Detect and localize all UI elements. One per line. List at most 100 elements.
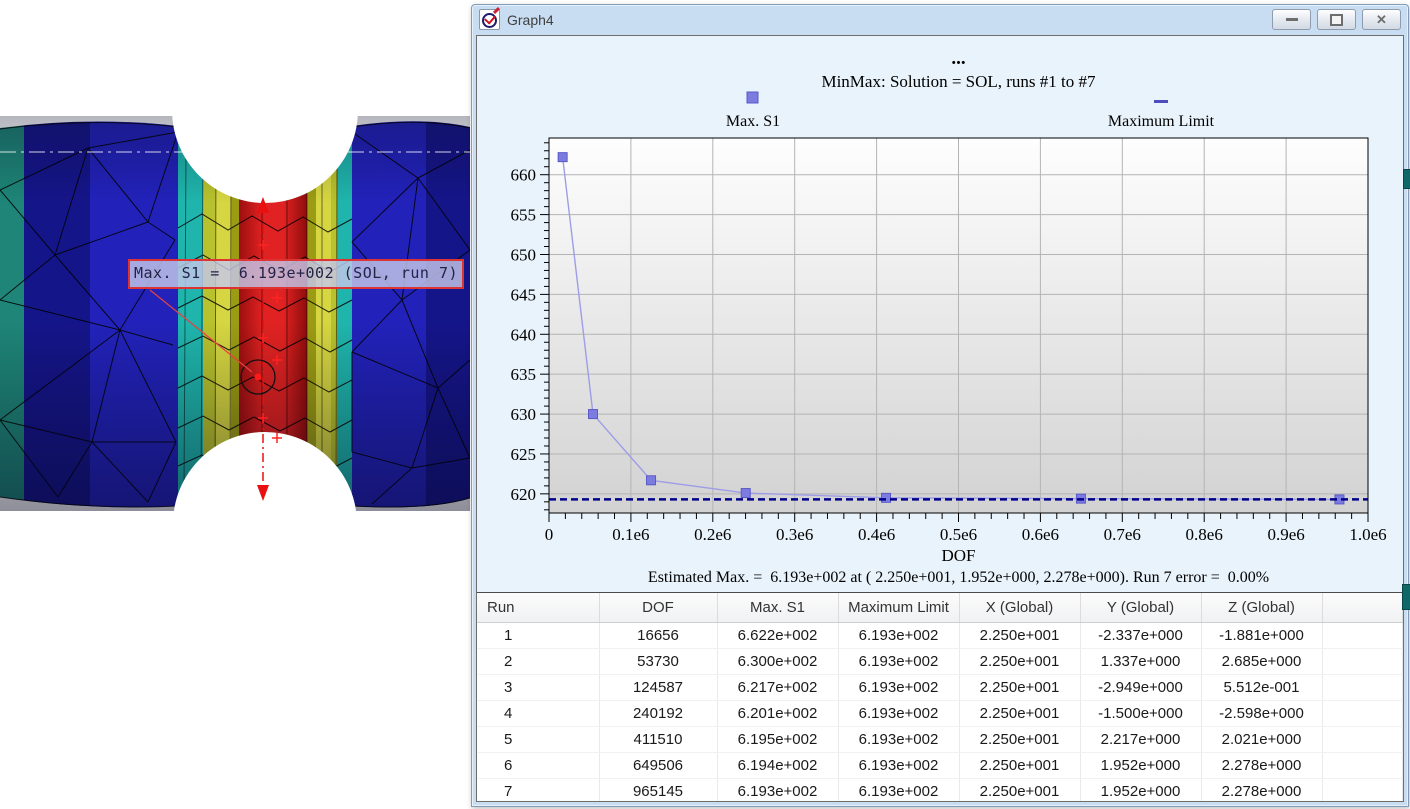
cell: 6.193e+002 <box>838 674 960 701</box>
runs-table: Run DOF Max. S1 Maximum Limit X (Global) Y (G… <box>477 593 1403 801</box>
cell: 6 <box>477 752 600 779</box>
table-row[interactable]: 2 53730 6.300e+002 6.193e+002 2.250e+001 1.33… <box>477 648 1403 675</box>
title-bar[interactable]: Graph4 ✕ <box>472 5 1408 34</box>
minmax-chart: 0 0.1e6 0.2e6 0.3e6 0.4e6 0.5e6 0.6e6 0.7e6 0.8e… <box>511 48 1387 586</box>
table-row[interactable]: 1 16656 6.622e+002 6.193e+002 2.250e+001 -2.3… <box>477 622 1403 649</box>
background-window-fragment <box>1403 169 1410 189</box>
y-axis-tick-label: 640 <box>511 325 537 344</box>
legend-marker-max-s1 <box>746 91 759 104</box>
cell: 1.952e+000 <box>1080 778 1202 801</box>
cell: 2.217e+000 <box>1080 726 1202 753</box>
data-point-marker <box>557 152 568 163</box>
window-title: Graph4 <box>507 11 554 28</box>
close-button[interactable]: ✕ <box>1362 9 1401 30</box>
window-content: 0 0.1e6 0.2e6 0.3e6 0.4e6 0.5e6 0.6e6 0.7e6 0.8e… <box>476 35 1404 802</box>
cell <box>1322 648 1403 675</box>
runs-table-container: Run DOF Max. S1 Maximum Limit X (Global) Y (G… <box>477 592 1403 801</box>
column-header-dof: DOF <box>599 593 718 623</box>
close-icon: ✕ <box>1376 12 1387 27</box>
x-axis-tick-label: 0.9e6 <box>1267 525 1304 544</box>
cell: -2.337e+000 <box>1080 622 1202 649</box>
cell: 5.512e-001 <box>1201 674 1323 701</box>
legend-marker-maximum-limit <box>1154 100 1168 103</box>
cell: 2.250e+001 <box>959 674 1081 701</box>
cell: 1 <box>477 622 600 649</box>
x-axis-tick-label: 0 <box>545 525 554 544</box>
cell: 965145 <box>599 778 718 801</box>
max-annotation-label: Max. S1 = 6.193e+002 (SOL, run 7) <box>128 259 464 289</box>
cell: 6.193e+002 <box>838 700 960 727</box>
cell: 2.685e+000 <box>1201 648 1323 675</box>
cell: 16656 <box>599 622 718 649</box>
cell: 7 <box>477 778 600 801</box>
cell: 53730 <box>599 648 718 675</box>
cell <box>1322 778 1403 801</box>
fea-viewport: Max. S1 = 6.193e+002 (SOL, run 7) <box>0 0 470 809</box>
y-axis-tick-label: 630 <box>511 405 537 424</box>
cell: 6.193e+002 <box>838 726 960 753</box>
cell: 4 <box>477 700 600 727</box>
table-row[interactable]: 6 649506 6.194e+002 6.193e+002 2.250e+001 1.9… <box>477 752 1403 779</box>
x-axis-tick-label: 0.5e6 <box>940 525 977 544</box>
cell: 2.250e+001 <box>959 726 1081 753</box>
cell: 6.193e+002 <box>838 622 960 649</box>
x-axis-tick-label: 0.4e6 <box>858 525 895 544</box>
minimize-button[interactable] <box>1272 9 1311 30</box>
table-row[interactable]: 7 965145 6.193e+002 6.193e+002 2.250e+001 1.9… <box>477 778 1403 801</box>
cell: -1.500e+000 <box>1080 700 1202 727</box>
chart-footer: Estimated Max. = 6.193e+002 at ( 2.250e+… <box>648 569 1269 586</box>
cell: 6.622e+002 <box>717 622 839 649</box>
x-axis-tick-label: 0.8e6 <box>1186 525 1223 544</box>
max-location-marker <box>149 197 282 501</box>
x-axis-label: DOF <box>941 546 975 565</box>
data-point-marker <box>881 492 892 503</box>
table-row[interactable]: 4 240192 6.201e+002 6.193e+002 2.250e+001 -1.… <box>477 700 1403 727</box>
column-header-maximum-limit: Maximum Limit <box>838 593 960 623</box>
y-axis-tick-label: 650 <box>511 245 537 264</box>
cell: 6.193e+002 <box>717 778 839 801</box>
cell: 2.250e+001 <box>959 778 1081 801</box>
cell: 2.278e+000 <box>1201 778 1323 801</box>
cell: 411510 <box>599 726 718 753</box>
column-header-x-global-: X (Global) <box>959 593 1081 623</box>
fea-model <box>0 17 470 616</box>
cell: 2.250e+001 <box>959 622 1081 649</box>
chart-overtitle: ... <box>951 48 965 69</box>
x-axis-tick-label: 0.7e6 <box>1104 525 1141 544</box>
column-header-empty <box>1322 593 1403 623</box>
x-axis-tick-label: 0.6e6 <box>1022 525 1059 544</box>
x-axis-tick-label: 1.0e6 <box>1349 525 1386 544</box>
data-point-marker <box>740 488 751 499</box>
data-point-marker <box>588 409 599 420</box>
cell: 1.952e+000 <box>1080 752 1202 779</box>
restore-button[interactable] <box>1317 9 1356 30</box>
cell: -1.881e+000 <box>1201 622 1323 649</box>
cell <box>1322 752 1403 779</box>
y-axis-tick-label: 625 <box>511 445 537 464</box>
column-header-z-global-: Z (Global) <box>1201 593 1323 623</box>
cell: 2 <box>477 648 600 675</box>
chart-app-icon[interactable] <box>479 6 501 30</box>
background-window-fragment <box>1402 584 1410 610</box>
x-axis-tick-label: 0.1e6 <box>612 525 649 544</box>
cell: 2.250e+001 <box>959 648 1081 675</box>
x-axis-tick-label: 0.3e6 <box>776 525 813 544</box>
legend-label-maximum-limit: Maximum Limit <box>1108 113 1215 130</box>
cell: 124587 <box>599 674 718 701</box>
cell: 6.193e+002 <box>838 648 960 675</box>
cell: 2.021e+000 <box>1201 726 1323 753</box>
table-row[interactable]: 3 124587 6.217e+002 6.193e+002 2.250e+001 -2.… <box>477 674 1403 701</box>
legend-label-max-s1: Max. S1 <box>726 113 780 130</box>
y-axis-tick-label: 655 <box>511 206 537 225</box>
cell: 6.195e+002 <box>717 726 839 753</box>
column-header-run: Run <box>477 593 600 623</box>
cell: 6.193e+002 <box>838 752 960 779</box>
cell: -2.598e+000 <box>1201 700 1323 727</box>
graph-window: Graph4 ✕ 0 0.1e6 0.2e6 0.3e6 0.4e6 0.5e6 0.6e6… <box>471 4 1409 807</box>
cell: 6.194e+002 <box>717 752 839 779</box>
restore-icon <box>1330 13 1343 26</box>
cell <box>1322 622 1403 649</box>
table-row[interactable]: 5 411510 6.195e+002 6.193e+002 2.250e+001 2.2… <box>477 726 1403 753</box>
cell: 2.250e+001 <box>959 752 1081 779</box>
y-axis-tick-label: 620 <box>511 485 537 504</box>
